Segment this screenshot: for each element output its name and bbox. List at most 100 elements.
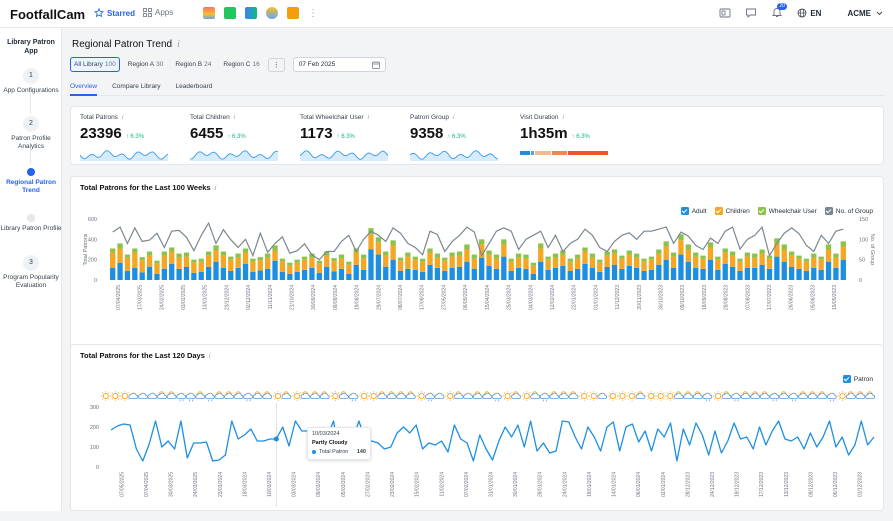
- x-tick-label: 13/12/2023: [784, 472, 790, 497]
- cloud-shape: [702, 392, 713, 399]
- sun-shape: [504, 392, 511, 400]
- bar-children: [205, 255, 212, 267]
- notification-button[interactable]: 20: [771, 3, 787, 20]
- info-icon[interactable]: i: [208, 351, 211, 360]
- cloud-shape: [549, 392, 560, 399]
- sun-ray: [647, 392, 649, 394]
- rain-drop: [246, 399, 248, 402]
- more-apps-icon[interactable]: ⋮: [308, 7, 318, 19]
- bar-children: [501, 244, 507, 257]
- bar-adult: [464, 261, 470, 280]
- bar-adult: [301, 269, 308, 280]
- people-app-icon[interactable]: [203, 7, 215, 19]
- rain-drop: [208, 399, 210, 402]
- bar-wheelchair-user: [198, 258, 204, 262]
- weather-app-icon[interactable]: [266, 7, 278, 19]
- kpi-label: Total Children: [190, 114, 230, 121]
- x-tick-label: 07/08/2023: [745, 285, 751, 310]
- app-logo[interactable]: FootfallCam: [10, 7, 86, 22]
- tab-leaderboard[interactable]: Leaderboard: [175, 83, 213, 90]
- document-app-icon[interactable]: [287, 7, 299, 19]
- sidebar-step-library-patron-profile[interactable]: Library Patron Profile: [0, 214, 62, 233]
- sidebar-step-app-configurations[interactable]: 1 App Configurations: [0, 68, 62, 95]
- legend-adult[interactable]: Adult: [680, 207, 707, 215]
- bar-wheelchair-user: [479, 239, 485, 245]
- date-picker[interactable]: 07 Feb 2025: [292, 57, 386, 72]
- info-icon[interactable]: i: [367, 114, 370, 121]
- legend-wheelchair-user[interactable]: Wheelchair User: [757, 207, 817, 215]
- more-filters-button[interactable]: ⋮: [267, 57, 285, 72]
- sidebar-step-regional-patron-trend[interactable]: Regional Patron Trend: [0, 168, 62, 195]
- nav-starred[interactable]: Starred: [94, 8, 135, 18]
- sun-ray: [452, 398, 455, 400]
- page-title: Regional Patron Trend: [72, 39, 173, 50]
- bar-adult: [287, 273, 293, 280]
- info-icon[interactable]: i: [121, 114, 124, 121]
- sun-ray: [509, 398, 512, 400]
- bar-children: [139, 260, 145, 273]
- nav-apps[interactable]: Apps: [143, 8, 173, 17]
- legend-no-of-group[interactable]: No. of Group: [824, 207, 873, 215]
- sun-ray: [293, 392, 295, 394]
- cloud-shape: [425, 392, 435, 399]
- sun-shape: [102, 392, 109, 400]
- sun-ray: [111, 392, 114, 394]
- kpi-total-wheelchair-user[interactable]: Total Wheelchair User i 1173 ↑ 6.3%: [291, 107, 401, 164]
- info-icon[interactable]: i: [453, 114, 455, 121]
- filter-region-c[interactable]: Region C 16: [223, 61, 260, 68]
- bar-adult: [471, 268, 477, 280]
- info-icon[interactable]: i: [177, 39, 180, 50]
- kpi-patron-group[interactable]: Patron Group i 9358 ↑ 6.3%: [401, 107, 511, 164]
- cloud-shape: [463, 392, 474, 399]
- info-icon[interactable]: i: [562, 114, 564, 121]
- bar-children: [220, 255, 227, 268]
- bar-children: [464, 249, 470, 262]
- bar-wheelchair-user: [360, 254, 367, 259]
- kpi-total-patrons[interactable]: Total Patrons i 23396 ↑ 6.3%: [71, 107, 181, 164]
- cloud-shape: [568, 392, 579, 399]
- legend-patron[interactable]: Patron: [842, 375, 873, 383]
- rain-drop: [545, 399, 548, 402]
- kpi-total-children[interactable]: Total Children i 6455 ↑ 6.3%: [181, 107, 291, 164]
- kpi-value: 1h35m: [520, 125, 568, 142]
- x-tick-label: 17/12/2023: [759, 472, 765, 497]
- tab-overview[interactable]: Overview: [70, 83, 98, 96]
- chat-icon[interactable]: [745, 7, 757, 19]
- info-icon[interactable]: i: [233, 114, 236, 121]
- bar-adult: [825, 261, 832, 280]
- partly-cloudy-icon: [798, 391, 808, 399]
- info-icon[interactable]: i: [214, 183, 217, 192]
- sunny-icon: [607, 391, 618, 401]
- hierarchy-app-icon[interactable]: [245, 7, 257, 19]
- calendar-app-icon[interactable]: [224, 7, 236, 19]
- x-tick-label: 11/02/2024: [439, 472, 445, 497]
- bar-wheelchair-user: [670, 252, 677, 257]
- bar-wheelchair-user: [265, 253, 271, 258]
- tab-compare-library[interactable]: Compare Library: [112, 83, 161, 90]
- legend-children[interactable]: Children: [714, 207, 750, 215]
- step-label: Regional Patron Trend: [6, 179, 56, 194]
- filter-all-library[interactable]: All Library 100: [70, 57, 120, 72]
- bar-adult: [331, 271, 337, 280]
- bar-children: [567, 261, 573, 271]
- bar-adult: [678, 254, 684, 280]
- display-icon[interactable]: [719, 7, 731, 19]
- filter-region-b[interactable]: Region B 24: [175, 61, 212, 68]
- kpi-visit-duration[interactable]: Visit Duration i 1h35m ↑ 6.3%: [511, 107, 621, 164]
- filter-region-a[interactable]: Region A 30: [127, 61, 164, 68]
- rain-drop: [772, 399, 774, 402]
- x-tick-label: 18/01/2024: [587, 472, 593, 497]
- bar-adult: [375, 254, 382, 280]
- account-menu[interactable]: ACME: [847, 9, 883, 18]
- bar-children: [774, 243, 780, 257]
- bar-children: [729, 255, 736, 267]
- sidebar-step-program-popularity-evaluation[interactable]: 3 Program Popularity Evaluation: [0, 255, 62, 290]
- language-selector[interactable]: EN: [797, 8, 821, 18]
- bar-adult: [139, 272, 145, 281]
- x-tick-label: 05/03/2024: [341, 472, 347, 497]
- x-tick-label: 17/06/2024: [420, 285, 426, 310]
- rain-drop: [182, 399, 184, 402]
- rain-drop: [794, 399, 797, 402]
- sidebar-title: Library Patron App: [7, 39, 55, 55]
- sidebar-step-patron-profile-analytics[interactable]: 2 Patron Profile Analytics: [0, 116, 62, 151]
